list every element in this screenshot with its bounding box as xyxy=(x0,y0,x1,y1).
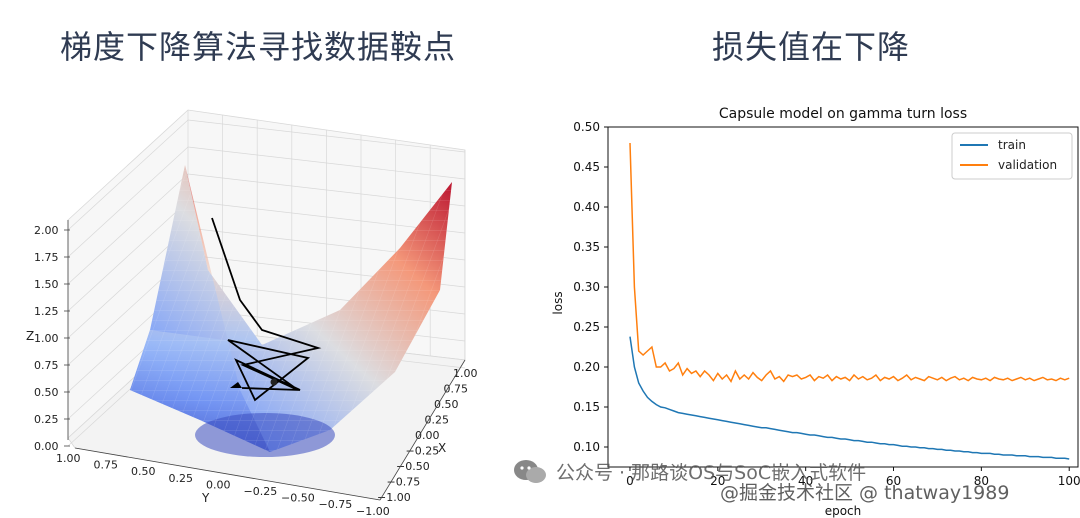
x-tick-label: −0.25 xyxy=(406,445,440,458)
watermark-juejin: @掘金技术社区 @ thatway1989 xyxy=(720,482,1010,504)
y-tick-label: 0.30 xyxy=(573,280,600,294)
y-tick-label: 0.50 xyxy=(573,120,600,134)
x-tick-label: 0.00 xyxy=(415,429,440,442)
z-tick-label: 1.50 xyxy=(34,278,59,291)
x-tick-label: 20 xyxy=(710,474,725,488)
saddle-point-marker xyxy=(270,378,278,386)
z-tick-label: 0.75 xyxy=(34,359,59,372)
watermark-wechat: 公众号 · 那路谈OS与SoC嵌入式软件 xyxy=(556,462,867,484)
legend-label-train: train xyxy=(998,138,1026,152)
x-axis-label: epoch xyxy=(825,504,862,518)
y-tick-label: 0.35 xyxy=(573,240,600,254)
x-tick-label: 40 xyxy=(798,474,813,488)
z-tick-label: 0.00 xyxy=(34,440,59,453)
z-tick-label: 2.00 xyxy=(34,224,59,237)
series-line-validation xyxy=(629,142,1070,383)
y-tick-label: −1.00 xyxy=(356,505,390,518)
y-tick-label: 0.40 xyxy=(573,200,600,214)
right-title: 损失值在下降 xyxy=(712,28,911,66)
series-line-train xyxy=(629,336,1070,460)
y-tick-label: 0.15 xyxy=(573,400,600,414)
x-tick-label: 0 xyxy=(626,474,634,488)
z-tick-label: 1.75 xyxy=(34,251,59,264)
loss-chart: Capsule model on gamma turn loss 0.50 0.4… xyxy=(551,106,1080,518)
wechat-icon xyxy=(514,460,546,483)
y-tick-label: 0.20 xyxy=(573,360,600,374)
x-tick-label: 60 xyxy=(886,474,901,488)
y-tick-label: 0.45 xyxy=(573,160,600,174)
y-tick-label: 1.00 xyxy=(56,452,81,465)
x-ticks: 0 20 40 60 80 100 xyxy=(626,467,1080,488)
z-tick-label: 0.25 xyxy=(34,413,59,426)
x-tick-label: −0.50 xyxy=(396,460,430,473)
z-tick-label: 1.25 xyxy=(34,305,59,318)
x-tick-label: −1.00 xyxy=(377,491,411,504)
x-tick-label: 80 xyxy=(974,474,989,488)
series-lines xyxy=(629,142,1070,460)
z-tick-label: 1.00 xyxy=(34,332,59,345)
x-axis-label: X xyxy=(438,441,446,455)
surface-plot-3d: 2.00 1.75 1.50 1.25 1.00 0.75 0.50 0.25 0.00 Z 1… xyxy=(26,109,478,518)
y-tick-label: 0.25 xyxy=(169,472,194,485)
z-axis: 2.00 1.75 1.50 1.25 1.00 0.75 0.50 0.25 0.00 xyxy=(34,224,70,453)
y-tick-label: −0.50 xyxy=(281,492,315,505)
gradient-descent-path xyxy=(211,217,322,402)
legend: train validation xyxy=(951,132,1073,180)
y-axis-label: Y xyxy=(201,491,210,505)
y-tick-label: 0.00 xyxy=(206,478,231,491)
y-tick-label: 0.25 xyxy=(573,320,600,334)
y-axis: 1.00 0.75 0.50 0.25 0.00 −0.25−0.50 −0.75−1.00 xyxy=(56,452,390,518)
legend-label-validation: validation xyxy=(998,158,1057,172)
y-tick-label: −0.75 xyxy=(319,498,353,511)
left-title: 梯度下降算法寻找数据鞍点 xyxy=(60,28,457,66)
plot-frame xyxy=(607,126,1079,468)
y-tick-label: 0.10 xyxy=(573,440,600,454)
z-axis-label: Z xyxy=(26,329,34,343)
y-ticks: 0.50 0.45 0.40 0.35 0.30 0.25 0.20 0.15 0.10 xyxy=(573,120,608,454)
y-axis-label: loss xyxy=(551,291,565,314)
chart-title: Capsule model on gamma turn loss xyxy=(719,106,967,122)
z-tick-label: 0.50 xyxy=(34,386,59,399)
y-tick-label: 0.50 xyxy=(131,465,156,478)
x-tick-label: −0.75 xyxy=(387,476,421,489)
y-tick-label: −0.25 xyxy=(244,485,278,498)
x-tick-label: 100 xyxy=(1058,474,1080,488)
y-tick-label: 0.75 xyxy=(94,459,119,472)
